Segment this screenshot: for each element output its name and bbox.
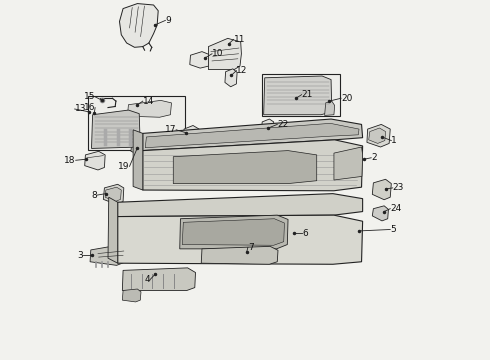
Text: 1: 1 — [392, 136, 397, 145]
Text: 24: 24 — [390, 204, 401, 213]
Polygon shape — [90, 245, 126, 265]
Text: 11: 11 — [234, 35, 245, 44]
Polygon shape — [103, 184, 124, 204]
Text: 7: 7 — [248, 243, 254, 252]
Polygon shape — [122, 289, 141, 302]
Text: 22: 22 — [277, 120, 289, 129]
Polygon shape — [105, 187, 122, 202]
Polygon shape — [264, 76, 332, 115]
Text: 21: 21 — [302, 90, 313, 99]
Polygon shape — [180, 215, 288, 249]
Polygon shape — [127, 100, 172, 117]
Polygon shape — [372, 179, 392, 200]
Polygon shape — [183, 126, 199, 145]
Polygon shape — [143, 119, 363, 150]
Text: 9: 9 — [166, 16, 171, 25]
Polygon shape — [143, 140, 363, 191]
Text: 12: 12 — [236, 66, 248, 75]
Text: 4: 4 — [145, 275, 150, 284]
Polygon shape — [133, 130, 143, 190]
Polygon shape — [190, 51, 209, 68]
Polygon shape — [372, 206, 389, 221]
Text: 16: 16 — [84, 103, 95, 112]
Polygon shape — [92, 110, 140, 148]
Polygon shape — [367, 125, 390, 147]
Polygon shape — [85, 151, 105, 170]
Polygon shape — [182, 219, 285, 245]
Polygon shape — [173, 150, 317, 184]
Polygon shape — [368, 128, 386, 143]
Text: 18: 18 — [64, 156, 76, 165]
Text: 15: 15 — [84, 92, 95, 101]
Polygon shape — [208, 39, 242, 69]
Text: 14: 14 — [143, 96, 154, 105]
Polygon shape — [261, 119, 274, 138]
Bar — [262, 74, 341, 116]
Text: 19: 19 — [118, 162, 129, 171]
Polygon shape — [146, 123, 359, 148]
Polygon shape — [118, 215, 363, 264]
Text: 6: 6 — [302, 229, 308, 238]
Polygon shape — [334, 147, 363, 180]
Polygon shape — [118, 194, 363, 217]
Text: 20: 20 — [341, 94, 352, 103]
Polygon shape — [324, 101, 335, 116]
Polygon shape — [120, 4, 158, 47]
Text: 10: 10 — [212, 49, 223, 58]
Text: 13: 13 — [74, 104, 86, 113]
Text: 23: 23 — [393, 183, 404, 192]
Polygon shape — [131, 136, 150, 157]
Text: 17: 17 — [165, 125, 176, 134]
Text: 5: 5 — [390, 225, 396, 234]
Polygon shape — [225, 69, 237, 87]
Text: 8: 8 — [92, 190, 97, 199]
Text: 3: 3 — [77, 251, 83, 260]
Polygon shape — [108, 197, 118, 263]
Polygon shape — [201, 246, 278, 264]
Polygon shape — [122, 268, 196, 291]
Text: 2: 2 — [371, 153, 377, 162]
Bar — [88, 96, 185, 149]
